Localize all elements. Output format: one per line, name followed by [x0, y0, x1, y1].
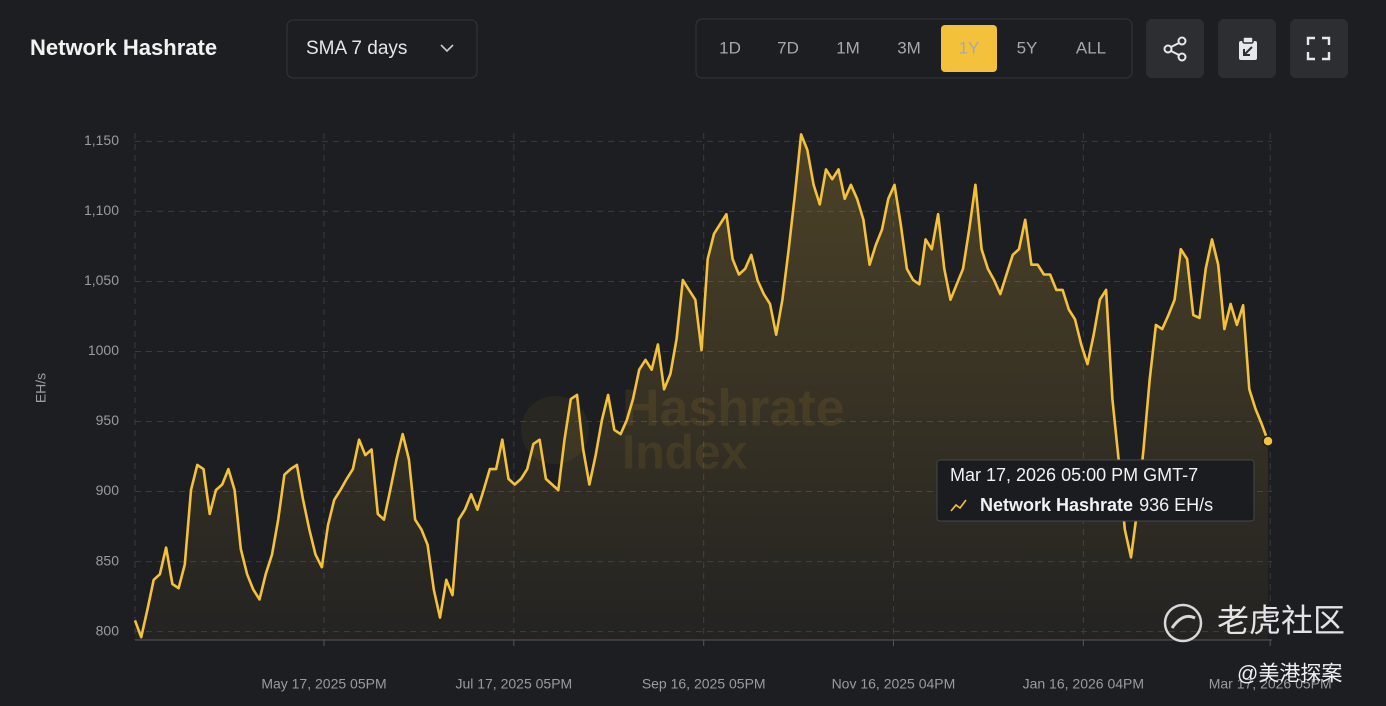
clipboard-icon[interactable]: [1242, 36, 1254, 44]
range-button[interactable]: 3M: [897, 38, 921, 57]
fullscreen-icon[interactable]: [1306, 36, 1331, 61]
range-button[interactable]: 5Y: [1017, 38, 1038, 57]
watermark: Hashrate: [622, 380, 845, 438]
x-tick-label: Nov 16, 2025 04PM: [832, 676, 956, 692]
tooltip-date: Mar 17, 2026 05:00 PM GMT-7: [950, 465, 1198, 485]
clipboard-icon[interactable]: [1243, 46, 1253, 56]
end-point: [1262, 435, 1274, 447]
tooltip-value: 936 EH/s: [1139, 495, 1213, 515]
range-button[interactable]: ALL: [1076, 38, 1106, 57]
watermark-logo: [1163, 603, 1203, 643]
x-tick-label: Jul 17, 2025 05PM: [455, 676, 572, 692]
tooltip-series: Network Hashrate: [980, 495, 1133, 515]
line: [133, 133, 1270, 639]
range-group: [695, 18, 1133, 79]
x-tick-label: Sep 16, 2025 05PM: [642, 676, 766, 692]
tooltip-box: [936, 459, 1255, 522]
y-tick-label: 1000: [88, 342, 119, 358]
share-button-bg[interactable]: [1146, 19, 1204, 78]
tooltip: Mar 17, 2026 05:00 PM GMT-7 Network Hash…: [936, 459, 1255, 522]
watermark-logo: [521, 396, 589, 464]
y-tick-label: 800: [96, 622, 120, 638]
dropdown-label[interactable]: SMA 7 days: [306, 38, 407, 59]
range-button[interactable]: 7D: [777, 38, 799, 57]
watermark: 老虎社区: [1217, 602, 1345, 638]
y-tick-label: 850: [96, 552, 120, 568]
fullscreen-button[interactable]: [1290, 19, 1348, 78]
share-button[interactable]: [1146, 19, 1204, 78]
share-icon[interactable]: [1170, 42, 1180, 56]
x-tick-label: Mar 17, 2026 05PM: [1209, 676, 1332, 692]
y-tick-label: 1,050: [84, 272, 119, 288]
share-icon[interactable]: [1163, 44, 1173, 54]
tooltip-icon: [950, 499, 967, 512]
watermark-logo: [1170, 614, 1196, 629]
y-tick-label: 900: [96, 482, 120, 498]
x-tick-label: May 17, 2025 05PM: [261, 676, 386, 692]
dropdown[interactable]: SMA 7 days: [286, 19, 478, 79]
share-icon[interactable]: [1177, 36, 1187, 46]
y-tick-label: 1,150: [84, 132, 119, 148]
y-tick-label: 950: [96, 412, 120, 428]
x-tick-label: Jan 16, 2026 04PM: [1023, 676, 1144, 692]
range-button-active[interactable]: [941, 25, 997, 72]
page-title: Network Hashrate: [30, 35, 217, 60]
clipboard-button[interactable]: [1218, 19, 1276, 78]
y-tick-label: 1,100: [84, 202, 119, 218]
share-icon[interactable]: [1177, 52, 1187, 62]
range-button[interactable]: 1M: [836, 38, 860, 57]
dropdown-chevron[interactable]: [440, 44, 454, 53]
dropdown-box[interactable]: [286, 19, 478, 79]
community-watermark: 老虎社区: [1163, 602, 1345, 643]
range-button[interactable]: 1D: [719, 38, 741, 57]
watermark: Index: [622, 427, 748, 480]
fullscreen-button-bg[interactable]: [1290, 19, 1348, 78]
range-button[interactable]: 1Y: [959, 38, 980, 57]
y-axis-label: EH/s: [33, 373, 49, 403]
watermark: @美港探案: [1237, 663, 1342, 686]
